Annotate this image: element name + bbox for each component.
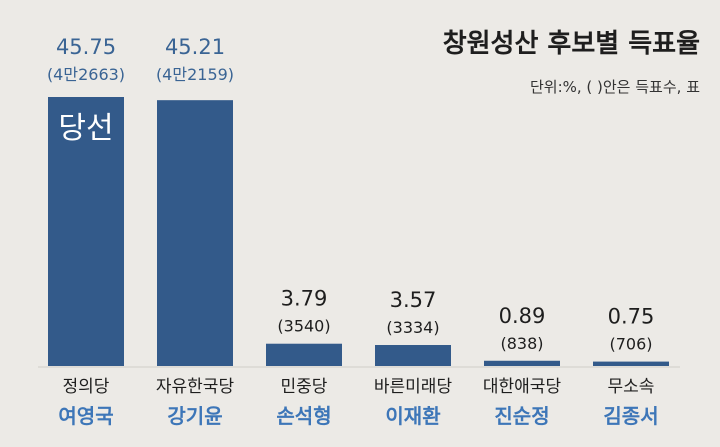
candidate-label-4: 진순정 — [494, 404, 549, 428]
winner-label: 당선 — [58, 111, 113, 146]
category-label-4: 대한애국당 — [483, 377, 562, 397]
bar-4 — [484, 360, 560, 366]
bar-1 — [157, 100, 233, 366]
bar-0 — [48, 97, 124, 366]
value-label-0: 45.75 — [56, 35, 116, 59]
chart-title: 창원성산 후보별 득표율 — [443, 29, 700, 59]
vote-count-label-4: (838) — [500, 334, 543, 353]
value-label-2: 3.79 — [281, 287, 328, 311]
chart-subtitle: 단위:%, ( )안은 득표수, 표 — [530, 78, 700, 96]
category-label-5: 무소속 — [608, 377, 655, 397]
value-label-3: 3.57 — [390, 288, 437, 312]
category-label-1: 자유한국당 — [156, 377, 235, 397]
category-label-0: 정의당 — [63, 377, 110, 397]
candidate-label-1: 강기윤 — [167, 404, 222, 428]
bar-2 — [266, 343, 342, 366]
candidate-label-3: 이재환 — [385, 404, 441, 428]
category-label-2: 민중당 — [281, 377, 328, 397]
bar-5 — [593, 361, 669, 366]
category-label-3: 바른미래당 — [374, 377, 453, 397]
vote-count-label-0: (4만2663) — [47, 65, 125, 84]
vote-count-label-5: (706) — [609, 335, 652, 354]
vote-count-label-2: (3540) — [277, 317, 330, 336]
candidate-label-5: 김종서 — [603, 404, 658, 428]
vote-count-label-1: (4만2159) — [156, 65, 234, 84]
vote-count-label-3: (3334) — [386, 318, 439, 337]
candidate-label-2: 손석형 — [276, 404, 331, 428]
value-label-4: 0.89 — [499, 304, 546, 328]
value-label-5: 0.75 — [608, 305, 655, 329]
value-label-1: 45.21 — [165, 35, 225, 59]
candidate-label-0: 여영국 — [58, 404, 113, 428]
bar-3 — [375, 345, 451, 366]
